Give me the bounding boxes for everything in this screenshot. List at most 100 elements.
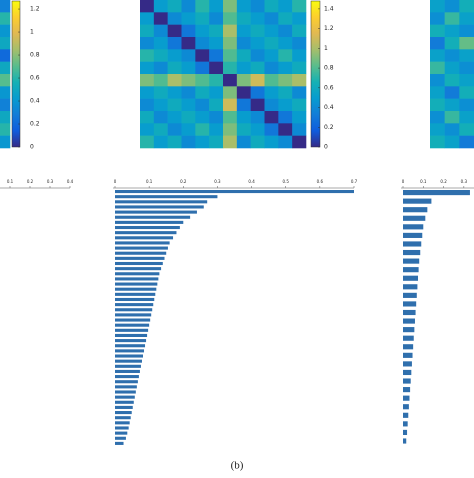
colorbar-tick-label: 0.6 [324,84,334,91]
heatmap-cell [278,24,293,38]
heatmap-cell [292,0,307,13]
x-tick-label: 0.7 [351,179,358,184]
bar [403,232,423,238]
bar [115,277,159,281]
heatmap-cell [181,0,196,13]
bar [115,220,184,224]
heatmap-cell [195,111,210,124]
colorbar [11,0,21,148]
heatmap-cell [153,123,168,136]
bar [403,309,416,316]
bar [403,327,415,333]
bar [115,200,208,204]
heatmap-cell [250,123,265,136]
x-tick-label: 0.1 [7,179,14,184]
heatmap-cell [236,61,251,75]
bar [403,335,414,341]
x-tick-label: 0 [402,179,405,184]
heatmap-cell [181,86,196,99]
heatmap-cell [153,49,168,62]
heatmap-cell [264,0,279,13]
bar [115,303,154,307]
heatmap-cell [264,37,279,50]
heatmap-cell [181,98,196,112]
heatmap-cell [167,0,182,13]
bar [115,333,148,338]
heatmap-cell [430,24,445,38]
bar [115,190,354,194]
bar [115,359,142,363]
heatmap-cell [140,0,155,13]
bar [115,385,137,389]
heatmap-cell [153,37,168,50]
bar [115,318,151,322]
heatmap-cell [250,86,265,99]
heatmap-cell [153,12,168,25]
bar [403,412,409,418]
heatmap-cell [430,37,445,50]
bar [115,328,149,332]
heatmap-cell [264,123,279,136]
heatmap-cell [153,24,168,38]
heatmap-cell [167,123,182,136]
heatmap-cell [223,123,238,136]
bar [115,349,145,353]
bar [403,207,428,213]
heatmap-cell [444,61,460,75]
bar [115,426,129,430]
heatmap-cell [153,98,168,112]
heatmap-cell [140,12,155,25]
heatmap-cell [236,74,251,87]
heatmap-cell [167,37,182,50]
bar [115,205,204,209]
heatmap-cell [292,49,307,62]
bar [403,267,419,273]
heatmap-cell [264,86,279,99]
bar [115,390,136,394]
bar [403,292,417,298]
heatmap-cell [236,86,251,99]
heatmap-cell [236,0,251,13]
heatmap-cell [153,135,168,149]
heatmap-cell [444,0,460,13]
heatmap-cell [292,61,307,75]
x-tick-label: 0.5 [283,179,290,184]
heatmap-cell [153,86,168,99]
heatmap-cell [0,135,11,149]
bar [115,236,174,240]
heatmap-cell [223,12,238,25]
bar [115,405,133,409]
heatmap-cell [153,61,168,75]
heatmap-cell [459,98,474,112]
heatmap-cell [430,49,445,62]
bar [403,438,407,444]
bar [115,421,130,425]
heatmap-cell [195,98,210,112]
bar [403,224,424,230]
heatmap-cell [250,37,265,50]
heatmap-cell [430,98,445,112]
heatmap-cell [0,98,11,112]
heatmap-cell [278,61,293,75]
heatmap-cell [209,111,224,124]
colorbar-tick-label: 0.8 [324,65,334,72]
heatmap-cell [236,24,251,38]
heatmap-cell [140,37,155,50]
bar [115,261,163,266]
heatmap-cell [223,24,238,38]
x-tick-label: 0.6 [317,179,324,184]
bar [115,308,153,312]
bar [115,215,191,219]
heatmap-cell [430,86,445,99]
heatmap-cell [167,74,182,87]
x-tick-label: 0.3 [47,179,54,184]
heatmap-cell [292,123,307,136]
heatmap-cell [459,111,474,124]
heatmap-cell [223,61,238,75]
bar [403,301,417,307]
heatmap-cell [195,123,210,136]
bar [403,275,419,281]
x-tick-label: 0.3 [214,179,221,184]
bar [115,375,139,379]
